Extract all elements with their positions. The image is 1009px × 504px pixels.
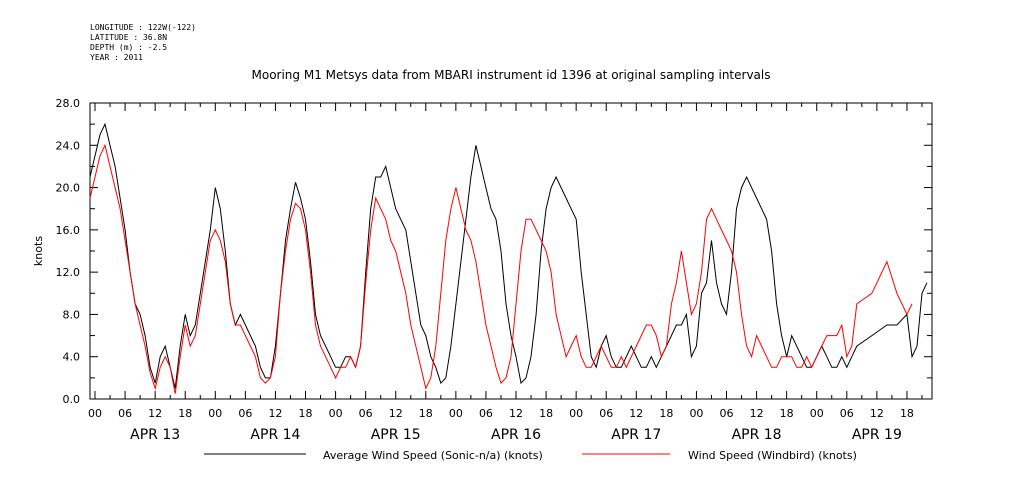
x-tick-label: 12 xyxy=(148,407,162,420)
y-tick-label: 8.0 xyxy=(63,308,81,321)
x-tick-label: 00 xyxy=(88,407,102,420)
x-tick-label: 06 xyxy=(599,407,613,420)
legend-label-average: Average Wind Speed (Sonic-n/a) (knots) xyxy=(323,449,543,462)
legend: Average Wind Speed (Sonic-n/a) (knots) W… xyxy=(204,449,857,462)
y-axis: 0.0 4.0 8.0 12.0 16.0 20.0 24.0 28.0 xyxy=(56,97,932,406)
series-line xyxy=(89,122,928,389)
day-label: APR 19 xyxy=(852,427,902,443)
series-line xyxy=(89,143,913,394)
x-tick-label: 00 xyxy=(689,407,703,420)
x-tick-label: 00 xyxy=(810,407,824,420)
x-tick-label: 18 xyxy=(659,407,673,420)
x-tick-label: 12 xyxy=(268,407,282,420)
x-tick-label: 12 xyxy=(750,407,764,420)
meta-year: YEAR : 2011 xyxy=(90,53,143,62)
x-tick-label: 12 xyxy=(870,407,884,420)
x-tick-label: 06 xyxy=(359,407,373,420)
legend-label-windbird: Wind Speed (Windbird) (knots) xyxy=(688,449,857,462)
x-tick-label: 18 xyxy=(299,407,313,420)
day-label: APR 16 xyxy=(491,427,541,443)
x-tick-label: 18 xyxy=(900,407,914,420)
x-tick-label: 00 xyxy=(449,407,463,420)
y-axis-label: knots xyxy=(32,236,45,266)
x-tick-label: 12 xyxy=(629,407,643,420)
x-tick-label: 12 xyxy=(509,407,523,420)
y-tick-label: 0.0 xyxy=(63,393,81,406)
day-label: APR 14 xyxy=(250,427,300,443)
day-label: APR 13 xyxy=(130,427,180,443)
x-axis: 00 06 12 18 00 06 12 18 00 06 12 18 00 06 12 18 00 06 12 18… xyxy=(88,103,923,443)
y-tick-label: 20.0 xyxy=(56,182,81,195)
meta-longitude: LONGITUDE : 122W(-122) xyxy=(90,23,196,32)
chart-title: Mooring M1 Metsys data from MBARI instru… xyxy=(252,68,771,82)
series-windbird-wind-speed xyxy=(89,143,913,394)
x-tick-label: 06 xyxy=(118,407,132,420)
x-tick-label: 06 xyxy=(479,407,493,420)
day-label: APR 17 xyxy=(611,427,661,443)
series-average-wind-speed xyxy=(89,122,928,389)
metadata-block: LONGITUDE : 122W(-122) LATITUDE : 36.8N … xyxy=(90,23,196,62)
y-tick-label: 28.0 xyxy=(56,97,81,110)
x-tick-label: 18 xyxy=(419,407,433,420)
x-tick-label: 18 xyxy=(178,407,192,420)
x-tick-label: 00 xyxy=(569,407,583,420)
x-tick-label: 12 xyxy=(389,407,403,420)
x-tick-label: 18 xyxy=(780,407,794,420)
x-tick-label: 06 xyxy=(720,407,734,420)
meta-depth: DEPTH (m) : -2.5 xyxy=(90,43,167,52)
x-tick-label: 06 xyxy=(238,407,252,420)
y-tick-label: 24.0 xyxy=(56,139,81,152)
x-tick-label: 00 xyxy=(208,407,222,420)
day-label: APR 18 xyxy=(732,427,782,443)
x-tick-label: 18 xyxy=(539,407,553,420)
day-label: APR 15 xyxy=(371,427,421,443)
meta-latitude: LATITUDE : 36.8N xyxy=(90,33,167,42)
y-tick-label: 12.0 xyxy=(56,266,81,279)
x-tick-label: 00 xyxy=(329,407,343,420)
y-tick-label: 16.0 xyxy=(56,224,81,237)
y-tick-label: 4.0 xyxy=(63,351,81,364)
x-tick-label: 06 xyxy=(840,407,854,420)
